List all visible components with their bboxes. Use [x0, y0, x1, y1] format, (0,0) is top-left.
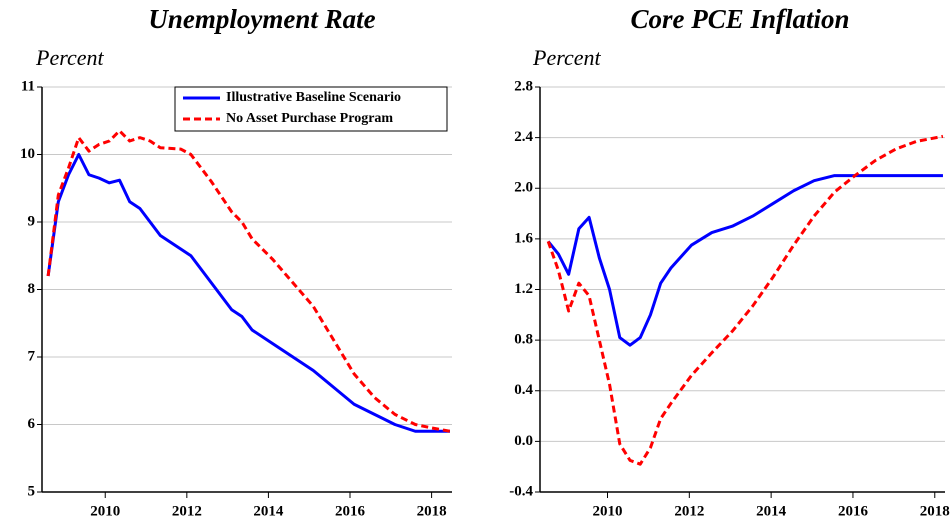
legend-box: [174, 86, 448, 132]
y-tick-label: 0.4: [514, 382, 533, 398]
x-tick-label: 2016: [838, 503, 869, 519]
y-tick-label: 1.2: [514, 281, 533, 297]
series-line: [546, 134, 944, 466]
x-tick-label: 2010: [90, 503, 120, 519]
chart-title: Unemployment Rate: [148, 4, 375, 34]
y-tick-label: 0.8: [514, 332, 533, 348]
x-tick-label: 2014: [756, 503, 787, 519]
x-tick-label: 2012: [172, 503, 202, 519]
chart-title: Core PCE Inflation: [630, 4, 849, 34]
x-tick-label: 2018: [417, 503, 447, 519]
x-tick-label: 2018: [920, 503, 950, 519]
y-tick-label: 7: [28, 348, 36, 364]
x-tick-label: 2012: [674, 503, 704, 519]
x-tick-label: 2010: [593, 503, 623, 519]
y-tick-label: 10: [20, 146, 35, 162]
series-line: [46, 153, 450, 433]
y-tick-label: 8: [28, 281, 36, 297]
y-axis-label: Percent: [532, 45, 601, 70]
y-tick-label: 2.4: [514, 129, 533, 145]
x-tick-label: 2016: [335, 503, 366, 519]
series-line: [46, 129, 451, 433]
y-tick-label: 11: [21, 78, 35, 94]
series-line: [547, 174, 943, 347]
y-tick-label: 0.0: [514, 433, 533, 449]
legend-label: Illustrative Baseline Scenario: [226, 90, 401, 105]
y-axis-label: Percent: [35, 45, 104, 70]
x-tick-label: 2014: [253, 503, 284, 519]
y-tick-label: -0.4: [509, 483, 533, 499]
y-tick-label: 2.0: [514, 180, 533, 196]
y-tick-label: 2.8: [514, 78, 533, 94]
y-tick-label: 1.6: [514, 230, 533, 246]
y-tick-label: 6: [28, 416, 36, 432]
y-tick-label: 9: [28, 213, 36, 229]
y-tick-label: 5: [28, 483, 36, 499]
legend-label: No Asset Purchase Program: [226, 111, 393, 126]
